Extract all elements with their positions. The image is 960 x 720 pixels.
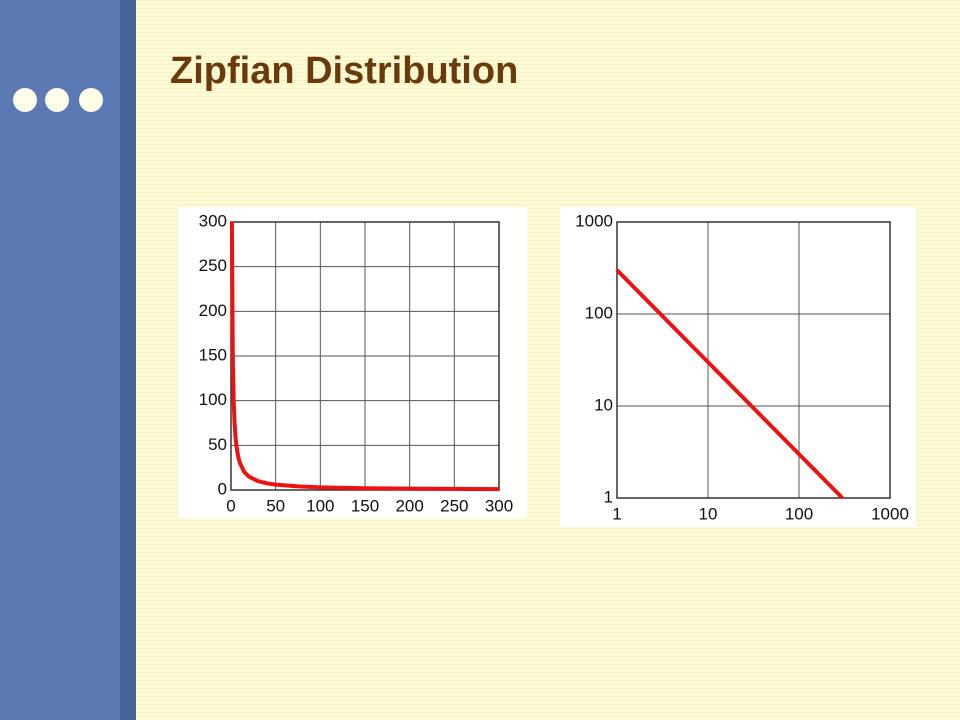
x-tick-label: 1 [612,504,621,523]
chart-panel [560,207,916,527]
y-tick-label: 100 [585,303,613,322]
bullet-dot [45,88,69,112]
x-tick-label: 200 [395,496,423,515]
sidebar [0,0,120,720]
bullet-dot [13,88,37,112]
x-tick-label: 150 [351,496,379,515]
y-tick-label: 10 [594,395,613,414]
slide-title: Zipfian Distribution [170,50,519,92]
x-tick-label: 250 [440,496,468,515]
x-tick-label: 50 [266,496,285,515]
bullet-dot [79,88,103,112]
y-tick-label: 1 [604,487,613,506]
plot-frame [616,221,891,499]
x-tick-label: 0 [226,496,235,515]
x-tick-label: 1000 [871,504,909,523]
chart-panel [178,207,527,518]
sidebar-strip [120,0,136,720]
y-tick-label: 250 [199,256,227,275]
y-tick-label: 200 [199,301,227,320]
data-line [615,268,844,500]
x-tick-label: 300 [485,496,513,515]
x-tick-label: 10 [699,504,718,523]
x-tick-label: 100 [306,496,334,515]
y-tick-label: 150 [199,345,227,364]
x-tick-label: 100 [785,504,813,523]
y-tick-label: 1000 [575,211,613,230]
y-tick-label: 50 [208,435,227,454]
y-tick-label: 300 [199,211,227,230]
y-tick-label: 100 [199,390,227,409]
y-tick-label: 0 [218,479,227,498]
data-line [229,221,500,492]
